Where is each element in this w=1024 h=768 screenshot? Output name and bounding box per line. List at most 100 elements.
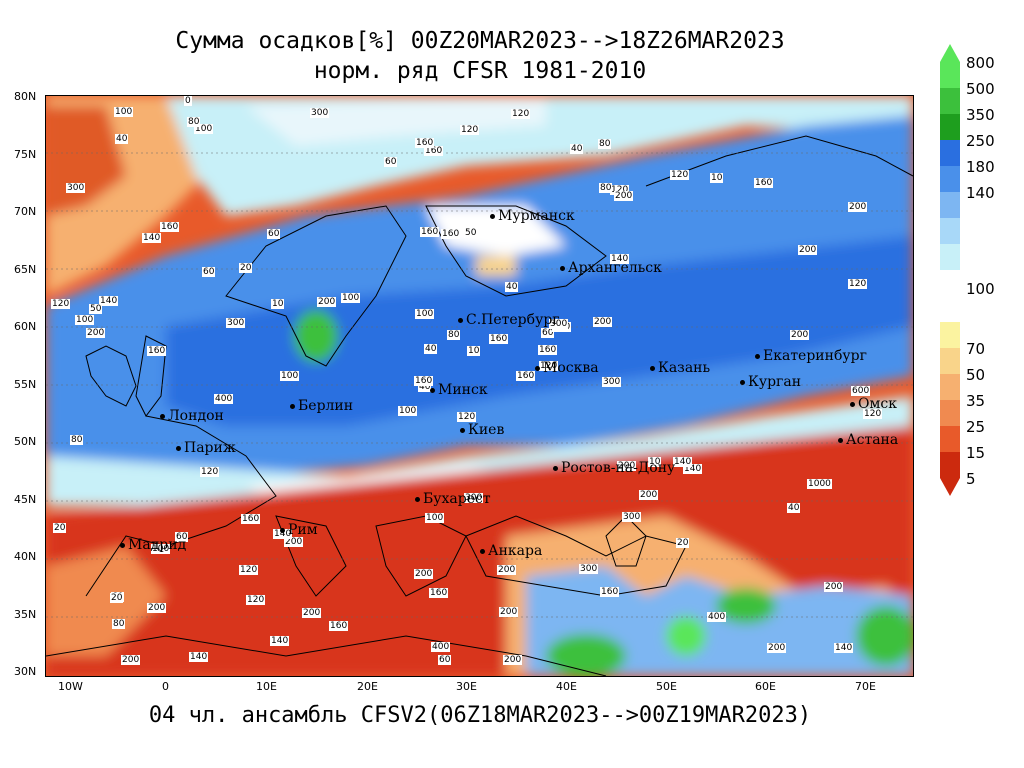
city-name: Минск bbox=[438, 382, 488, 398]
city-name: Париж bbox=[184, 440, 236, 456]
contour-label: 300 bbox=[549, 319, 569, 329]
colorbar-graphic bbox=[940, 44, 960, 496]
city-label: Ростов-на-Дону bbox=[553, 460, 675, 476]
city-label: Берлин bbox=[290, 398, 353, 414]
iberia-orange-area bbox=[46, 546, 166, 656]
lat-label: 80N bbox=[14, 90, 37, 103]
contour-label: 60 bbox=[384, 157, 398, 167]
city-marker-icon bbox=[176, 445, 181, 451]
contour-label: 100 bbox=[341, 293, 361, 303]
city-marker-icon bbox=[740, 379, 745, 385]
contour-label: 40 bbox=[418, 382, 432, 392]
contour-label: 200 bbox=[848, 202, 868, 212]
contour-label: 60 bbox=[202, 267, 216, 277]
map-fill bbox=[46, 96, 913, 676]
city-name: Анкара bbox=[488, 543, 543, 559]
contour-label: 300 bbox=[579, 564, 599, 574]
city-name: Казань bbox=[658, 360, 711, 376]
city-label: Минск bbox=[430, 382, 488, 398]
city-marker-icon bbox=[560, 265, 565, 271]
contour-label: 200 bbox=[798, 245, 818, 255]
contour-label: 60 bbox=[175, 532, 189, 542]
contour-label: 140 bbox=[673, 457, 693, 467]
colorbar-segment bbox=[940, 140, 960, 166]
colorbar-top-arrow bbox=[940, 44, 960, 62]
contour-label: 80 bbox=[598, 139, 612, 149]
colorbar-label: 800 bbox=[966, 54, 995, 72]
contour-label: 50 bbox=[464, 228, 478, 238]
contour-label: 200 bbox=[317, 297, 337, 307]
contour-label: 300 bbox=[310, 108, 330, 118]
contour-label: 20 bbox=[110, 593, 124, 603]
colorbar-label: 500 bbox=[966, 80, 995, 98]
contour-label: 120 bbox=[239, 565, 259, 575]
city-label: Бухарест bbox=[415, 491, 491, 507]
lat-label: 70N bbox=[14, 205, 37, 218]
contour-label: 10 bbox=[648, 457, 662, 467]
city-marker-icon bbox=[458, 317, 463, 323]
city-marker-icon bbox=[160, 413, 165, 419]
city-name: Ростов-на-Дону bbox=[561, 460, 676, 476]
contour-label: 60 bbox=[541, 328, 555, 338]
city-marker-icon bbox=[535, 365, 540, 371]
city-marker-icon bbox=[850, 401, 855, 407]
colorbar-segment bbox=[940, 218, 960, 244]
lat-label: 35N bbox=[14, 607, 37, 621]
city-name: Рим bbox=[288, 522, 318, 538]
city-label: С.Петербург bbox=[458, 312, 560, 328]
colorbar-segment bbox=[940, 400, 960, 426]
contour-label: 200 bbox=[497, 565, 517, 575]
colorbar-label: 180 bbox=[966, 158, 995, 176]
contour-label: 200 bbox=[302, 608, 322, 618]
contour-label: 100 bbox=[114, 107, 134, 117]
colorbar-label: 50 bbox=[966, 366, 986, 384]
contour-label: 200 bbox=[767, 643, 787, 653]
contour-label: 120 bbox=[460, 125, 480, 135]
contour-label: 200 bbox=[790, 330, 810, 340]
contour-label: 20 bbox=[53, 523, 67, 533]
contour-label: 140 bbox=[683, 464, 703, 474]
contour-label: 140 bbox=[273, 529, 293, 539]
map-title: Сумма осадков[%] 00Z20MAR2023-->18Z26MAR… bbox=[175, 28, 785, 54]
map-footer: 04 чл. ансамбль CFSV2(06Z18MAR2023-->00Z… bbox=[148, 703, 812, 728]
contour-label: 80 bbox=[112, 619, 126, 629]
contour-label: 160 bbox=[516, 371, 536, 381]
contour-label: 100 bbox=[75, 315, 95, 325]
contour-label: 120 bbox=[848, 279, 868, 289]
colorbar-segment bbox=[940, 426, 960, 452]
city-name: Курган bbox=[748, 374, 802, 390]
city-marker-icon bbox=[430, 387, 435, 393]
lon-label: 30E bbox=[456, 680, 477, 693]
contour-label: 200 bbox=[414, 569, 434, 579]
contour-label: 200 bbox=[147, 603, 167, 613]
colorbar-label: 250 bbox=[966, 132, 995, 150]
contour-label: 200 bbox=[86, 328, 106, 338]
white-sea-dry-spot bbox=[476, 256, 516, 276]
contour-label: 200 bbox=[503, 655, 523, 665]
lat-label: 65N bbox=[14, 262, 37, 276]
contour-label: 300 bbox=[622, 512, 642, 522]
contour-label: 100 bbox=[398, 406, 418, 416]
lon-label: 10W bbox=[58, 680, 83, 693]
lon-label: 40E bbox=[556, 680, 577, 693]
city-marker-icon bbox=[480, 548, 485, 554]
city-marker-icon bbox=[415, 496, 420, 502]
city-label: Мурманск bbox=[490, 208, 575, 224]
city-name: Екатеринбург bbox=[763, 348, 867, 364]
contour-label: 10 bbox=[271, 299, 285, 309]
persia-wet-spot bbox=[666, 616, 706, 656]
contour-label: 200 bbox=[639, 490, 659, 500]
contour-label: 100 bbox=[425, 513, 445, 523]
contour-label: 40 bbox=[570, 144, 584, 154]
contour-label: 200 bbox=[593, 317, 613, 327]
contour-label: 160 bbox=[160, 222, 180, 232]
contour-label: 200 bbox=[284, 537, 304, 547]
colorbar-label: 25 bbox=[966, 418, 986, 436]
city-label: Омск bbox=[850, 396, 897, 412]
lat-label: 50N bbox=[14, 435, 37, 448]
colorbar-label: 35 bbox=[966, 392, 986, 410]
lat-label: 30N bbox=[14, 665, 37, 678]
colorbar-label: 15 bbox=[966, 444, 986, 462]
contour-label: 200 bbox=[121, 655, 141, 665]
contour-label: 120 bbox=[539, 361, 559, 371]
